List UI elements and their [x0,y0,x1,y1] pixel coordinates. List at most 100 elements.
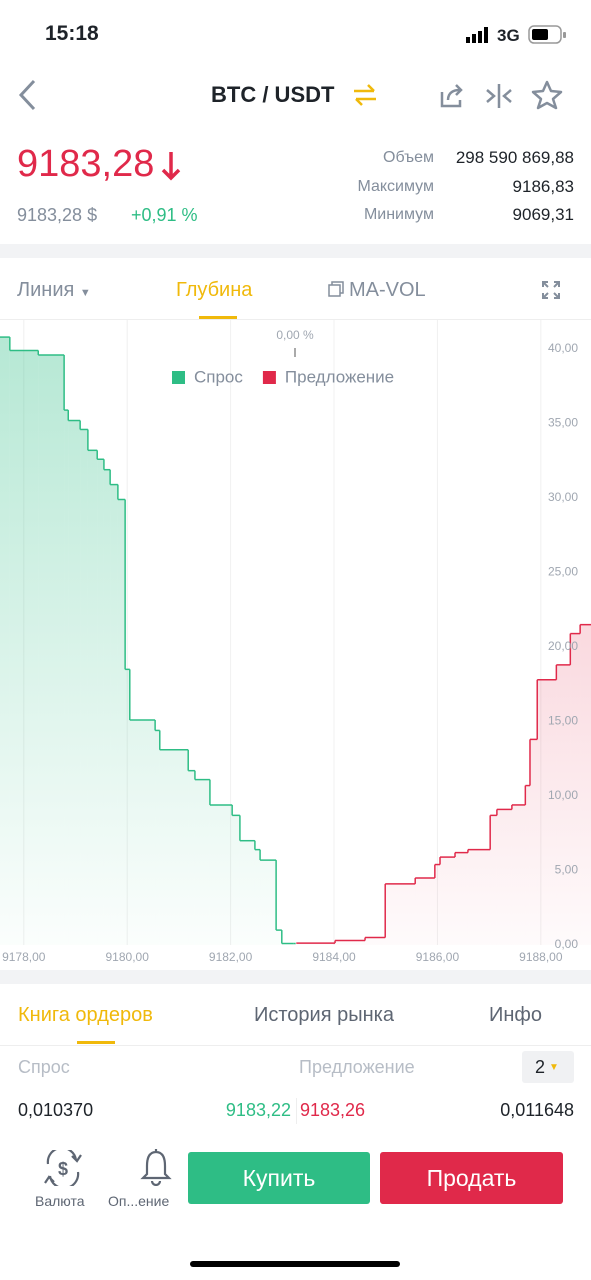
currency-icon[interactable]: $ [40,1150,86,1186]
y-tick-label: 40,00 [548,341,578,355]
depth-area [97,459,104,945]
depth-area [296,943,336,945]
svg-text:$: $ [58,1159,68,1179]
depth-area [129,720,156,945]
signal-icon [466,27,488,43]
depth-area [276,930,282,945]
depth-area [415,877,435,945]
ask-header: Предложение [299,1057,415,1077]
depth-area [511,804,526,945]
depth-area [155,730,160,945]
battery-icon [528,25,566,44]
y-tick-label: 0,00 [555,937,579,951]
bell-icon[interactable] [139,1148,173,1186]
book-tab[interactable]: История рынка [254,1004,394,1026]
chart-tab-active[interactable]: Глубина [176,279,253,301]
chart-tab[interactable]: MA-VOL [349,279,426,301]
compare-icon[interactable] [484,82,514,110]
depth-area [254,849,261,945]
depth-area [556,664,571,945]
y-tick-label: 5,00 [555,863,579,877]
down-arrow [161,152,181,181]
book-tab[interactable]: Инфо [489,1004,542,1026]
x-tick-label: 9180,00 [106,950,150,964]
depth-area [103,469,111,945]
y-tick-label: 10,00 [548,788,578,802]
precision-select[interactable]: 2 ▼ [522,1051,574,1083]
depth-area [335,940,366,945]
sell-label: Продать [426,1164,517,1191]
last-price: 9183,28 [17,143,155,185]
notify-label[interactable]: Оп...ение [108,1193,170,1209]
depth-area [38,354,65,946]
depth-area [496,809,512,945]
bid-amount: 0,010370 [18,1100,94,1120]
legend-item: Предложение [262,367,394,386]
x-tick-label: 9188,00 [519,950,563,964]
stat-value: 298 590 869,88 [455,148,574,167]
back-button[interactable] [16,78,40,112]
depth-area [537,679,557,945]
divider [0,319,591,320]
buy-label: Купить [242,1164,316,1191]
chart-tab[interactable]: Линия ▼ [17,279,91,301]
y-tick-label: 20,00 [548,639,578,653]
legend-swatch [172,371,185,384]
depth-area [110,484,118,945]
price-usd: 9183,28 $ [17,205,98,225]
depth-area [125,669,130,945]
depth-area [87,450,98,945]
y-tick-label: 30,00 [548,490,578,504]
y-tick-label: 25,00 [548,565,578,579]
ask-amount: 0,011648 [500,1100,574,1120]
depth-area [570,633,581,945]
swap-icon[interactable] [352,83,378,107]
x-tick-label: 9184,00 [312,950,356,964]
pair-title[interactable]: BTC / USDT [211,82,335,107]
depth-area [68,420,81,945]
sell-button[interactable]: Продать [380,1152,563,1204]
status-time: 15:18 [45,22,99,45]
y-tick-label: 15,00 [548,714,578,728]
depth-area [9,350,39,945]
x-tick-label: 9182,00 [209,950,253,964]
ask-price: 9183,26 [300,1100,366,1120]
book-tab-active[interactable]: Книга ордеров [18,1004,153,1026]
bid-price: 9183,22 [225,1100,291,1120]
share-icon[interactable] [438,82,466,110]
stat-label: Максимум [357,178,434,195]
ma-icon [328,281,344,297]
depth-area [529,739,538,945]
separator [0,244,591,258]
depth-chart: 0,00 % 9178,00 9180,00 9182,00 9184,00 9186,… [0,320,591,964]
legend-label: Спрос [194,367,243,386]
network-type: 3G [497,26,520,45]
mid-annotation: 0,00 % [276,328,314,342]
divider [296,1098,297,1124]
x-tick-label: 9186,00 [416,950,460,964]
depth-area [490,815,497,945]
currency-label[interactable]: Валюта [35,1193,85,1209]
divider [0,1045,591,1046]
favorite-icon[interactable] [531,80,563,110]
x-tick-label: 9178,00 [2,950,46,964]
depth-area [434,864,441,945]
depth-area [260,860,277,945]
depth-area [525,785,530,945]
fullscreen-icon[interactable] [541,280,561,300]
stat-label: Минимум [363,206,434,223]
stat-value: 9069,31 [512,205,574,224]
stat-label: Объем [383,149,434,166]
legend-item: Спрос [172,367,243,386]
depth-area [80,429,88,946]
depth-area [209,804,233,945]
buy-button[interactable]: Купить [188,1152,370,1204]
depth-area [159,749,189,945]
depth-area [467,849,491,945]
depth-area [455,852,468,945]
stat-value: 9186,83 [512,177,574,196]
depth-area [188,770,195,945]
depth-area [239,840,255,945]
separator [0,970,591,984]
